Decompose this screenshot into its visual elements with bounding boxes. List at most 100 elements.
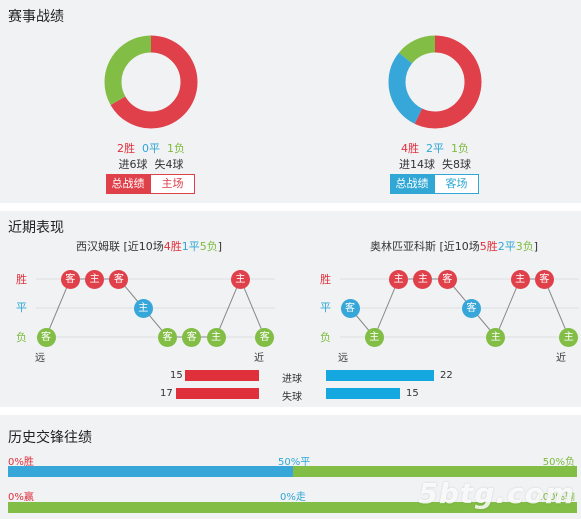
left-form-match-2[interactable]: 客 — [60, 269, 80, 289]
away-wins: 4胜 — [401, 142, 419, 155]
away-losses-slice — [388, 35, 482, 129]
left-team-draws: 1平 — [181, 240, 200, 253]
h2h-handicap-lose-segment — [8, 502, 577, 513]
right-team-name: 奥林匹亚科斯 — [370, 240, 436, 253]
h2h-loss-pct: 50%负 — [542, 457, 575, 468]
right-form-match-9[interactable]: 客 — [534, 269, 554, 289]
left-form-match-3[interactable]: 主 — [85, 269, 105, 289]
left-form-match-9[interactable]: 主 — [230, 269, 250, 289]
away-goals-for: 进14球 — [399, 158, 435, 171]
home-donut — [61, 34, 241, 134]
left-team-header: 西汉姆联 [近10场4胜1平5负] — [76, 238, 222, 254]
home-losses: 1负 — [167, 142, 185, 155]
right-near-label: 近 — [556, 353, 566, 364]
h2h-draw-segment — [8, 466, 293, 477]
record-panel: 赛事战绩 2胜 0平 1负 进6球 失4球 总战绩 主场 4胜 2平 1负 进1… — [0, 0, 581, 203]
left-form-match-7[interactable]: 客 — [182, 327, 202, 347]
right-form-match-7[interactable]: 主 — [486, 327, 506, 347]
left-form-match-1[interactable]: 客 — [36, 327, 56, 347]
right-form-line — [349, 278, 570, 338]
left-near-label: 近 — [254, 353, 264, 364]
away-goals-against: 失8球 — [442, 158, 471, 171]
right-far-label: 远 — [338, 353, 348, 364]
home-wins: 2胜 — [117, 142, 135, 155]
right-form-match-3[interactable]: 主 — [389, 269, 409, 289]
goals-scored-left-bar — [185, 370, 259, 381]
away-donut-chart — [388, 35, 482, 129]
home-tab-overall[interactable]: 总战绩 — [106, 174, 150, 194]
head-to-head-panel: 历史交锋往绩 0%胜 50%平 50%负 0%赢 0%走 100%输 5btg.… — [0, 415, 581, 519]
right-team-losses: 3负 — [515, 240, 534, 253]
left-form-line — [45, 277, 266, 338]
home-tab-home[interactable]: 主场 — [150, 174, 195, 194]
away-donut — [345, 34, 525, 134]
left-form-match-6[interactable]: 客 — [158, 327, 177, 347]
h2h-handicap-lose-pct: 100%输 — [536, 492, 575, 503]
left-far-label: 远 — [35, 353, 45, 364]
right-label-loss: 负 — [320, 331, 331, 344]
h2h-handicap-win-pct: 0%赢 — [8, 492, 34, 503]
away-tabs: 总战绩 客场 — [390, 174, 479, 194]
goals-scored-right: 22 — [440, 370, 453, 381]
right-form-match-8[interactable]: 主 — [510, 269, 530, 289]
right-label-draw: 平 — [320, 301, 331, 314]
section-title-record: 赛事战绩 — [8, 9, 64, 25]
left-form-match-4[interactable]: 客 — [109, 269, 129, 289]
away-draws-slice — [388, 35, 482, 129]
goals-conceded-right-bar — [326, 388, 400, 399]
away-draws: 2平 — [426, 142, 444, 155]
goals-scored-left: 15 — [170, 370, 183, 381]
right-team-wins: 5胜 — [479, 240, 498, 253]
right-form-match-6[interactable]: 客 — [462, 298, 481, 318]
section-title-h2h: 历史交锋往绩 — [8, 430, 92, 446]
left-form-match-5[interactable]: 主 — [133, 298, 153, 318]
goals-scored-label: 进球 — [282, 374, 302, 385]
h2h-loss-segment — [292, 466, 577, 477]
right-form-match-4[interactable]: 主 — [413, 269, 433, 289]
home-draws: 0平 — [142, 142, 160, 155]
h2h-handicap-push-pct: 0%走 — [280, 492, 306, 503]
away-losses: 1负 — [451, 142, 469, 155]
left-team-losses: 5负 — [199, 240, 218, 253]
left-team-pre: [近10场 — [123, 240, 164, 253]
right-form-match-1[interactable]: 客 — [340, 298, 360, 318]
home-losses-slice — [104, 35, 198, 129]
left-label-win: 胜 — [16, 273, 27, 286]
h2h-handicap-bar — [8, 502, 577, 513]
away-goals: 进14球 失8球 — [345, 156, 525, 172]
h2h-win-pct: 0%胜 — [8, 457, 34, 468]
watermark-logo: 5btg.com — [418, 477, 575, 510]
right-form-match-2[interactable]: 主 — [364, 327, 384, 347]
away-tab-overall[interactable]: 总战绩 — [390, 174, 434, 194]
left-team-post: ] — [217, 240, 223, 253]
right-team-header: 奥林匹亚科斯 [近10场5胜2平3负] — [370, 238, 538, 254]
goals-scored-right-bar — [326, 370, 434, 381]
goals-conceded-left: 17 — [160, 388, 173, 399]
right-team-post: ] — [533, 240, 539, 253]
home-goals-against: 失4球 — [154, 158, 184, 171]
section-title-recent: 近期表现 — [8, 220, 64, 236]
away-tab-away[interactable]: 客场 — [434, 174, 479, 194]
home-donut-chart — [104, 35, 198, 129]
h2h-draw-pct: 50%平 — [278, 457, 311, 468]
goals-conceded-right: 15 — [406, 388, 419, 399]
away-record: 4胜 2平 1负 — [345, 140, 525, 156]
right-form-match-10[interactable]: 主 — [559, 327, 579, 347]
left-form-match-8[interactable]: 主 — [206, 327, 226, 347]
right-form-match-5[interactable]: 客 — [437, 269, 457, 289]
home-tabs: 总战绩 主场 — [106, 174, 195, 194]
left-team-name: 西汉姆联 — [76, 240, 120, 253]
goals-conceded-label: 失球 — [282, 392, 302, 403]
right-label-win: 胜 — [320, 273, 331, 286]
h2h-result-bar — [8, 466, 577, 477]
left-form-match-10[interactable]: 客 — [255, 327, 275, 347]
left-team-wins: 4胜 — [163, 240, 182, 253]
home-record: 2胜 0平 1负 — [61, 140, 241, 156]
left-label-draw: 平 — [16, 301, 27, 314]
right-team-pre: [近10场 — [439, 240, 480, 253]
right-team-draws: 2平 — [497, 240, 516, 253]
recent-form-panel: 近期表现 西汉姆联 [近10场4胜1平5负] 奥林匹亚科斯 [近10场5胜2平3… — [0, 211, 581, 407]
home-goals-for: 进6球 — [118, 158, 148, 171]
goals-conceded-left-bar — [176, 388, 259, 399]
left-label-loss: 负 — [16, 331, 27, 344]
